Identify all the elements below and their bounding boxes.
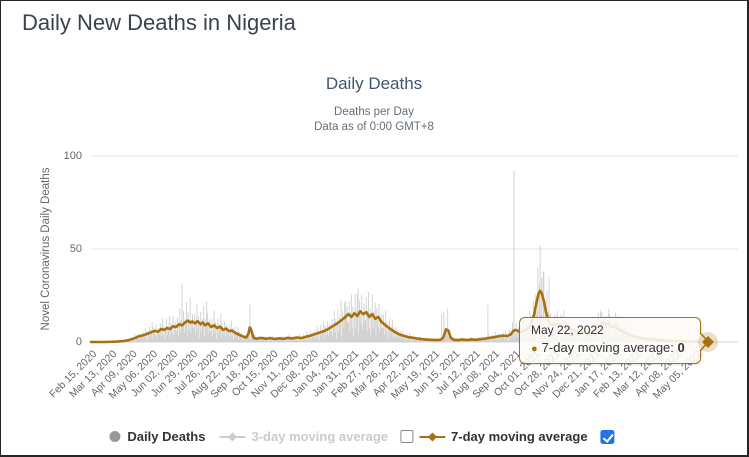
diamond-line-marker-icon xyxy=(419,431,446,442)
legend-label: Daily Deaths xyxy=(127,429,206,444)
chart-subtitle-data-as-of: Data as of 0:00 GMT+8 xyxy=(314,121,434,133)
diamond-line-marker-icon xyxy=(219,431,246,442)
legend-item-3-day-moving-average[interactable]: 3-day moving average xyxy=(219,429,388,444)
chart-title: Daily Deaths xyxy=(325,74,423,93)
tooltip-date: May 22, 2022 xyxy=(531,323,604,337)
series-bullet-icon: ● xyxy=(531,343,538,355)
tooltip: May 22, 2022 ● 7-day moving average: 0 xyxy=(519,317,701,364)
legend-item-7-day-moving-average[interactable]: 7-day moving average xyxy=(419,429,588,444)
tooltip-series-row: ● 7-day moving average: 0 xyxy=(531,340,692,355)
tooltip-separator: : xyxy=(670,340,678,355)
legend: Daily Deaths 3-day moving average 7-day … xyxy=(109,429,615,444)
legend-label: 7-day moving average xyxy=(451,429,588,444)
checkbox-3-day-moving-average[interactable] xyxy=(400,430,414,443)
chart-subtitle: Deaths per Day xyxy=(334,106,414,118)
legend-item-daily-deaths[interactable]: Daily Deaths xyxy=(109,429,205,444)
checkbox-7-day-moving-average[interactable] xyxy=(600,429,615,444)
legend-label: 3-day moving average xyxy=(251,429,389,444)
circle-marker-icon xyxy=(109,431,121,442)
tooltip-value: 0 xyxy=(677,340,685,355)
tooltip-series-label: 7-day moving average xyxy=(541,340,671,355)
page-title: Daily New Deaths in Nigeria xyxy=(22,10,296,35)
